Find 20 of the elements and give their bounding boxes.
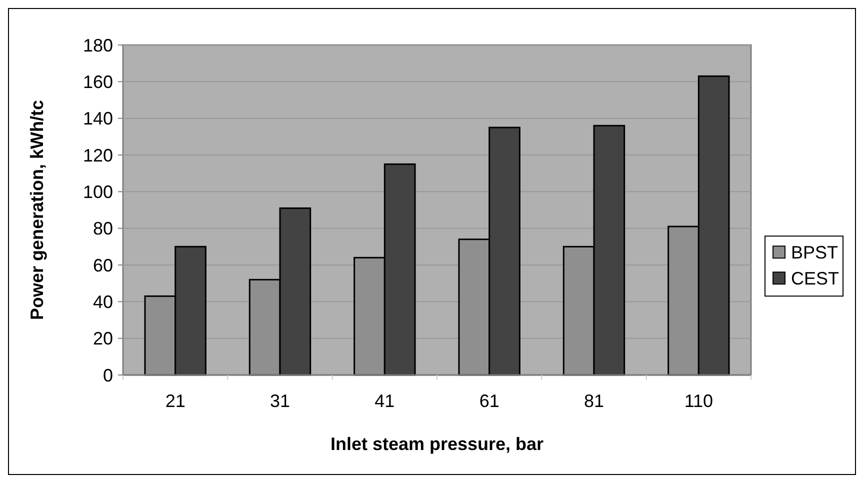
y-tick-label: 40 — [92, 292, 113, 312]
x-tick-label: 110 — [684, 391, 714, 411]
x-tick-label: 31 — [270, 391, 290, 411]
y-tick-label: 160 — [82, 72, 113, 92]
y-tick-label: 100 — [82, 182, 113, 202]
x-axis-title: Inlet steam pressure, bar — [330, 434, 544, 454]
y-tick-label: 180 — [82, 35, 113, 56]
x-tick-label: 21 — [165, 391, 186, 411]
x-tick-label: 41 — [374, 391, 395, 411]
y-axis-title: Power generation, kWh/tc — [27, 100, 47, 320]
y-tick-label: 140 — [82, 108, 113, 129]
y-tick-label: 0 — [102, 365, 113, 386]
x-tick-label: 81 — [584, 391, 604, 411]
y-tick-label: 80 — [92, 218, 113, 239]
legend-label: BPST — [791, 242, 838, 262]
y-tick-label: 120 — [82, 145, 113, 166]
x-tick-label: 61 — [479, 391, 500, 411]
legend-label: CEST — [791, 268, 840, 288]
y-tick-label: 60 — [92, 255, 113, 276]
y-tick-label: 20 — [92, 328, 113, 349]
